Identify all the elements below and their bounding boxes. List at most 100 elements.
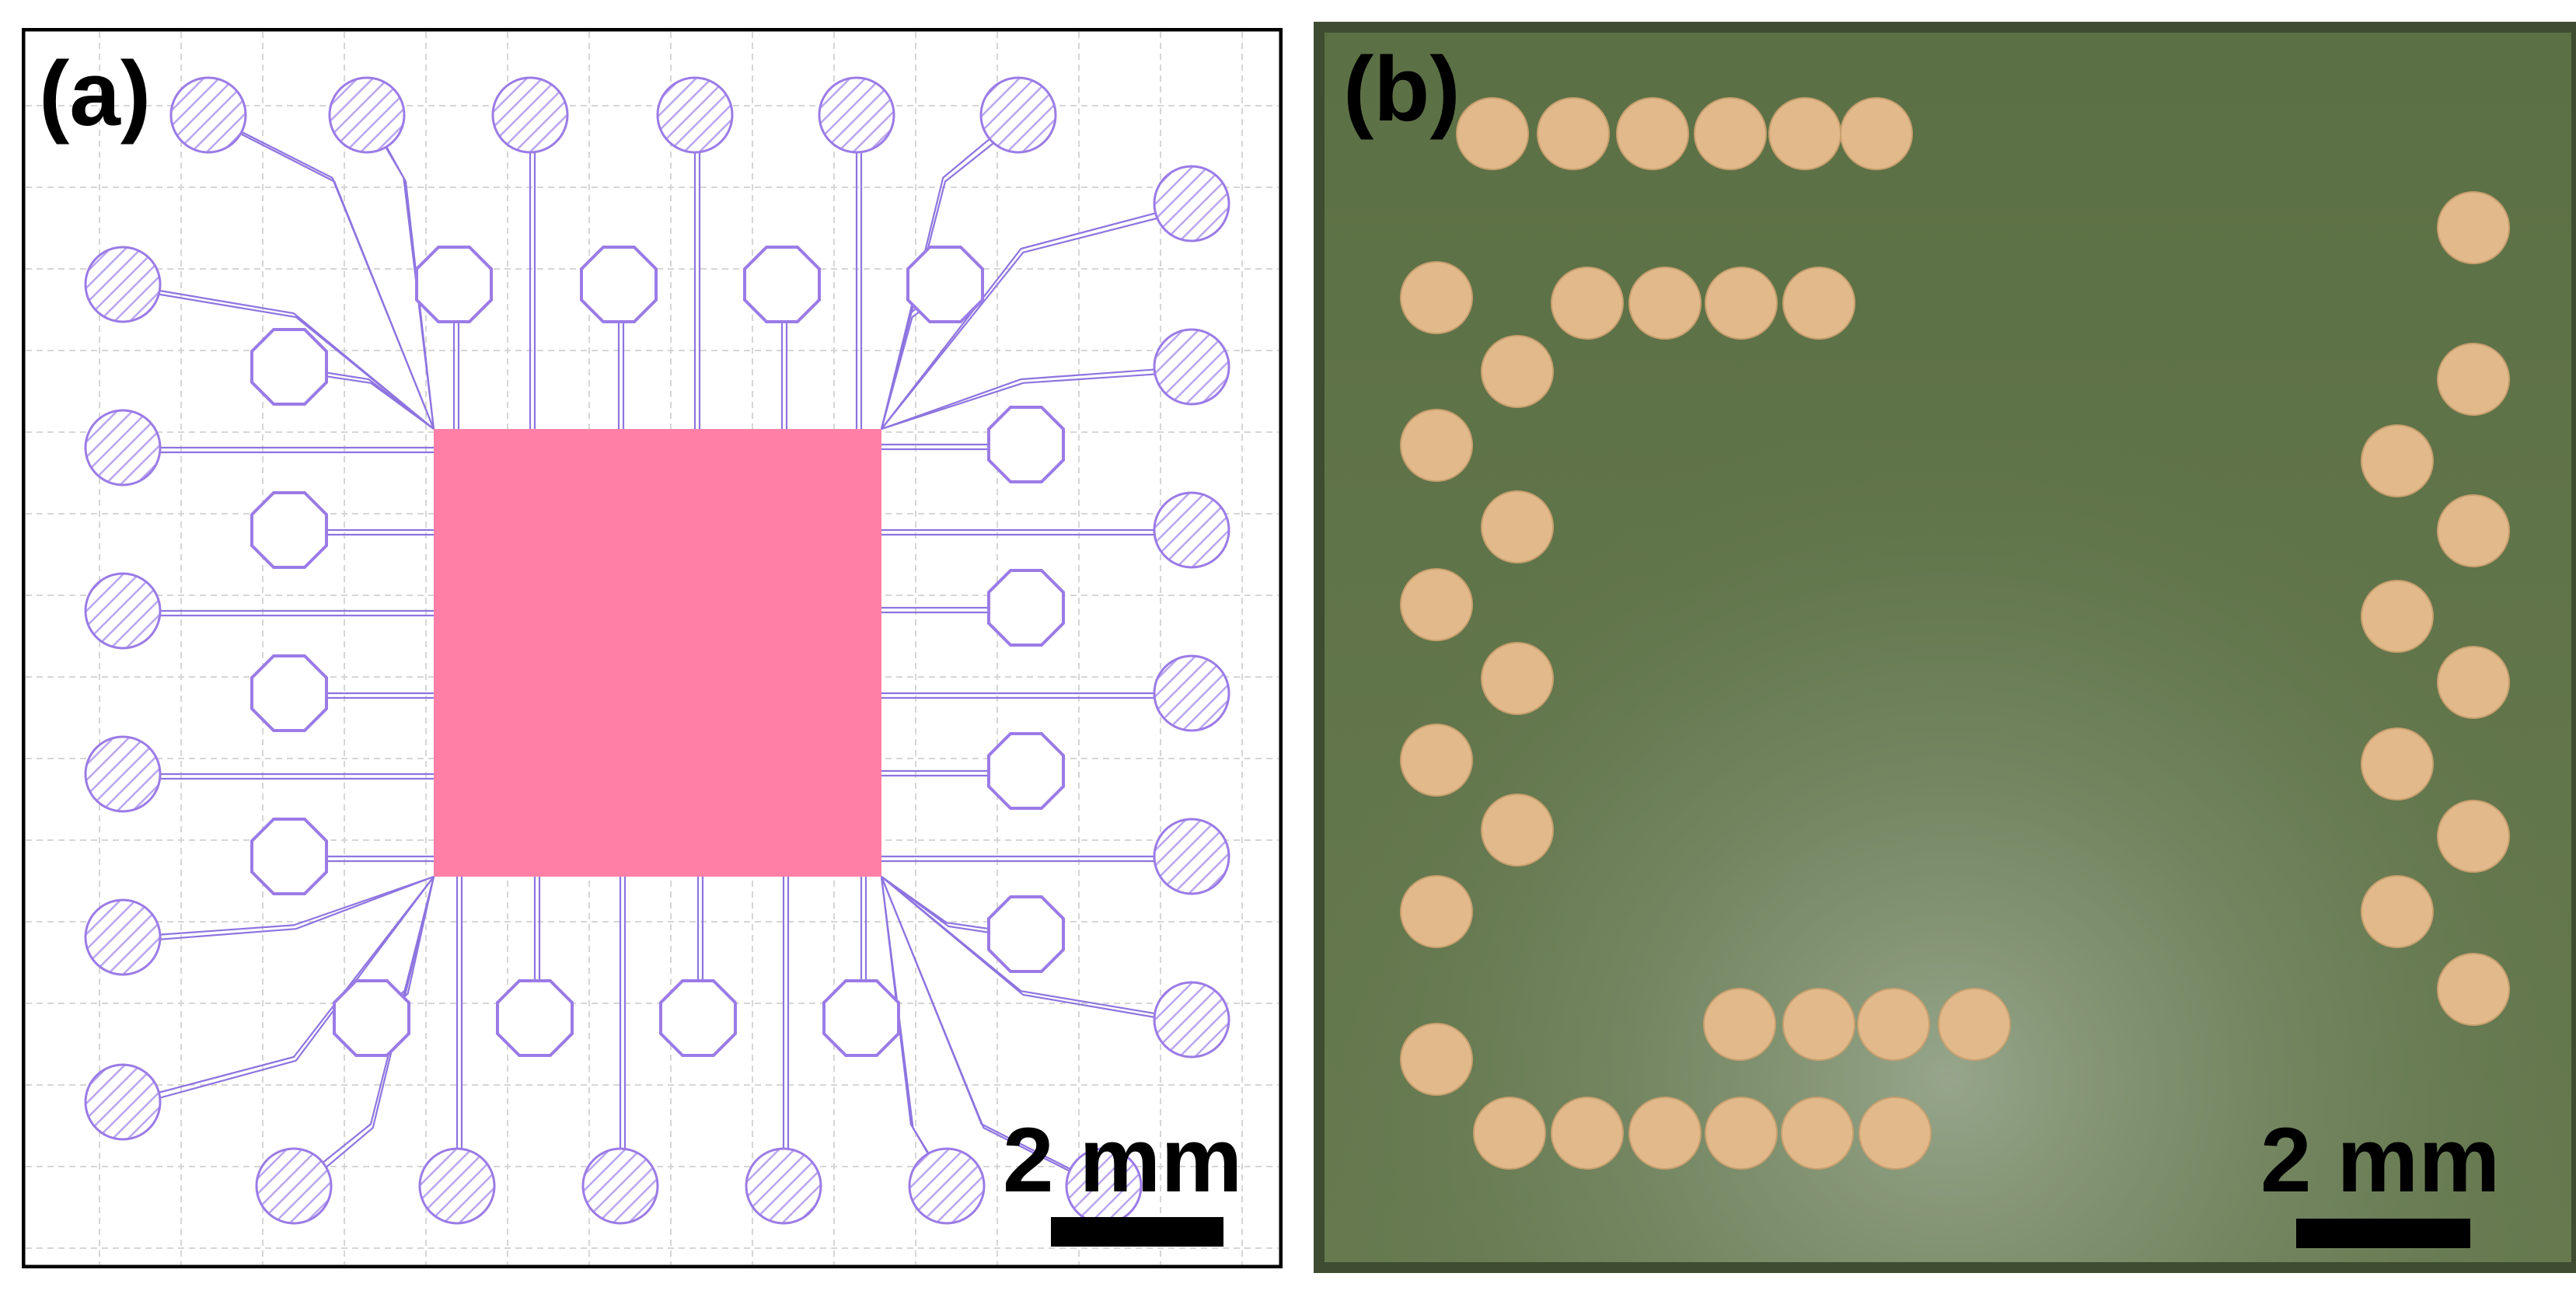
copper-pad [2361,580,2434,653]
copper-pad [1694,97,1767,170]
trace-line [881,365,1192,431]
trace-line [127,288,435,430]
octagon-pad [987,732,1065,810]
panel-b-scale-text: 2 mm [2260,1109,2501,1212]
hatched-pad [979,76,1057,154]
copper-pads [1400,97,2510,1170]
copper-pad [1473,1097,1546,1170]
octagon-pad [250,328,328,406]
octagon-pad [822,979,900,1057]
chip-area [434,429,881,877]
hatched-pad [1153,818,1230,895]
trace-line [122,875,435,939]
octagon-pad [906,246,984,323]
hatched-pad [908,1147,986,1225]
copper-pad [1400,724,1473,797]
trace-line [122,876,435,1104]
hatched-pad [818,76,895,154]
copper-pad [1768,97,1841,170]
octagon-pads [250,246,1065,1057]
hatched-pad [328,76,406,154]
copper-pad [1481,335,1554,408]
copper-pad [1400,261,1473,334]
panel-a-scale-bar [1051,1217,1223,1247]
copper-pad [1781,1097,1854,1170]
copper-pad [1857,988,1930,1061]
copper-pad [1782,988,1855,1061]
octagon-pad [250,818,328,895]
hatched-pad [1153,491,1230,569]
panel-b-scale-bar [2296,1219,2470,1248]
hatched-pads [84,76,1230,1225]
copper-pad [1628,267,1702,340]
octagon-pad [250,491,328,569]
octagon-pad [659,979,737,1057]
octagon-pad [580,246,658,323]
hatched-pad [1153,328,1230,406]
copper-pad [1703,988,1776,1061]
panel-a-scale-text: 2 mm [1003,1109,1243,1212]
hatched-pad [418,1147,496,1225]
board-photo [1314,22,2576,1273]
hatched-pad [581,1147,659,1225]
copper-pad [2437,953,2510,1026]
hatched-pad [84,735,162,813]
copper-pad [2361,424,2434,497]
copper-pad [1551,267,1624,340]
hatched-pad [255,1147,333,1225]
octagon-pad [496,979,574,1057]
panel-a-label: (a) [39,43,152,145]
copper-pad [2361,875,2434,948]
copper-pad [2437,646,2510,719]
copper-pad [1537,97,1610,170]
octagon-pad [987,895,1065,973]
octagon-pad [250,654,328,732]
copper-pad [2361,727,2434,800]
hatched-pad [491,76,569,154]
hatched-pad [84,246,162,323]
layout-diagram [22,28,1283,1268]
copper-pad [1705,1097,1778,1170]
copper-pad [1400,1023,1473,1096]
copper-pad [1782,267,1855,340]
copper-pad [2437,494,2510,567]
copper-pad [1705,267,1778,340]
trace-line [127,876,435,1108]
copper-pad [1616,97,1689,170]
panel-b-label: (b) [1343,38,1461,141]
copper-pad [1481,642,1554,715]
copper-pad [1400,409,1473,482]
hatched-pad [84,572,162,650]
octagon-pad [415,246,493,323]
hatched-pad [84,1063,162,1141]
copper-pad [2437,191,2510,264]
hatched-pad [656,76,734,154]
octagon-pad [743,246,821,323]
panel-b-photo: (b) 2 mm [1314,22,2576,1273]
hatched-pad [1153,654,1230,732]
hatched-pad [1153,981,1230,1059]
copper-pad [2437,800,2510,873]
copper-pad [1551,1097,1624,1170]
trace-line [881,876,1197,1026]
trace-line [127,875,435,943]
trace-line [881,207,1197,430]
hatched-pad [84,409,162,487]
trace-line [881,370,1197,431]
hatched-pad [1153,165,1230,242]
copper-pad [1400,568,1473,641]
copper-pad [1481,490,1554,563]
copper-pad [1400,875,1473,948]
octagon-pad [333,979,410,1057]
hatched-pad [84,898,162,976]
copper-pad [1938,988,2011,1061]
copper-pad [1481,793,1554,867]
copper-pad [1628,1097,1702,1170]
copper-pad [1456,97,1529,170]
trace-line [212,119,435,430]
trace-line [880,876,1109,1191]
copper-pad [1840,97,1913,170]
hatched-pad [745,1147,822,1225]
copper-pad [1859,1097,1932,1170]
octagon-pad [987,406,1065,483]
